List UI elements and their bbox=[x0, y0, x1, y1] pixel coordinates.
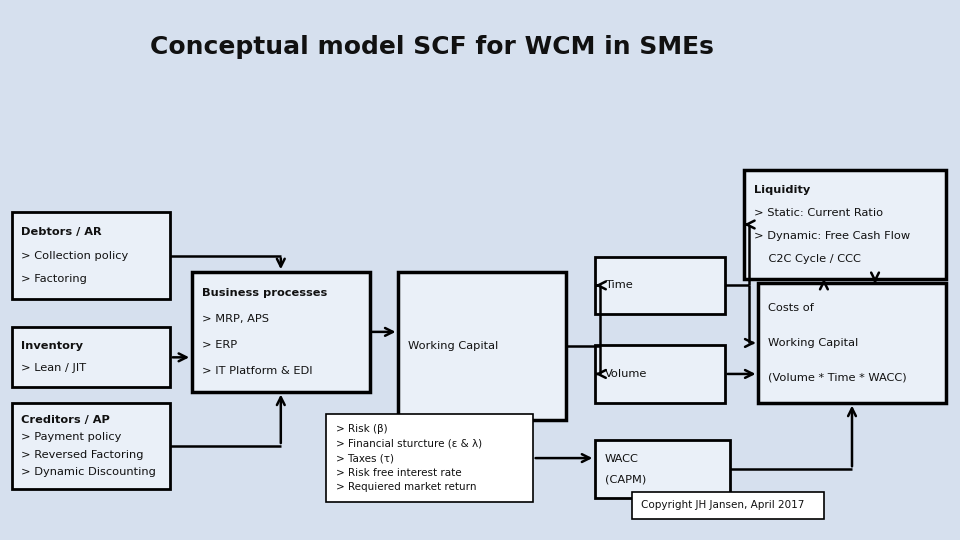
Text: Business processes: Business processes bbox=[202, 288, 326, 298]
Text: > Dynamic Discounting: > Dynamic Discounting bbox=[21, 467, 156, 477]
Bar bbox=[744, 170, 946, 279]
Text: > Payment policy: > Payment policy bbox=[21, 432, 122, 442]
Bar bbox=[632, 492, 824, 519]
Text: > MRP, APS: > MRP, APS bbox=[202, 314, 269, 324]
Text: Copyright JH Jansen, April 2017: Copyright JH Jansen, April 2017 bbox=[641, 501, 804, 510]
Text: WACC: WACC bbox=[605, 454, 638, 464]
Bar bbox=[595, 345, 725, 403]
Bar bbox=[398, 272, 566, 421]
Text: Working Capital: Working Capital bbox=[768, 338, 858, 348]
Bar bbox=[192, 272, 370, 392]
Text: C2C Cycle / CCC: C2C Cycle / CCC bbox=[754, 254, 860, 264]
Text: Inventory: Inventory bbox=[21, 341, 84, 352]
Text: > Financial sturcture (ε & λ): > Financial sturcture (ε & λ) bbox=[336, 438, 482, 449]
Text: > ERP: > ERP bbox=[202, 340, 237, 350]
Bar bbox=[758, 283, 946, 403]
Text: > Collection policy: > Collection policy bbox=[21, 251, 129, 260]
Text: Working Capital: Working Capital bbox=[408, 341, 498, 352]
Text: > Risk (β): > Risk (β) bbox=[336, 424, 388, 434]
Bar bbox=[326, 414, 533, 502]
Text: Debtors / AR: Debtors / AR bbox=[21, 227, 102, 237]
Bar bbox=[12, 212, 170, 299]
Text: Volume: Volume bbox=[605, 369, 647, 379]
Text: > Taxes (τ): > Taxes (τ) bbox=[336, 453, 394, 463]
Text: > Reversed Factoring: > Reversed Factoring bbox=[21, 450, 144, 460]
Text: > Lean / JIT: > Lean / JIT bbox=[21, 363, 86, 373]
Bar bbox=[595, 441, 730, 498]
Bar bbox=[12, 403, 170, 489]
Bar bbox=[12, 327, 170, 387]
Text: > IT Platform & EDI: > IT Platform & EDI bbox=[202, 366, 312, 376]
Text: > Risk free interest rate: > Risk free interest rate bbox=[336, 468, 462, 477]
Text: > Dynamic: Free Cash Flow: > Dynamic: Free Cash Flow bbox=[754, 231, 910, 241]
Text: Conceptual model SCF for WCM in SMEs: Conceptual model SCF for WCM in SMEs bbox=[150, 35, 714, 59]
Bar bbox=[595, 256, 725, 314]
Text: > Factoring: > Factoring bbox=[21, 274, 87, 284]
Text: Creditors / AP: Creditors / AP bbox=[21, 415, 110, 424]
Text: (Volume * Time * WACC): (Volume * Time * WACC) bbox=[768, 373, 906, 382]
Text: > Static: Current Ratio: > Static: Current Ratio bbox=[754, 208, 883, 218]
Text: > Requiered market return: > Requiered market return bbox=[336, 482, 476, 492]
Text: Time: Time bbox=[605, 280, 633, 291]
Text: (CAPM): (CAPM) bbox=[605, 475, 646, 484]
Text: Liquidity: Liquidity bbox=[754, 185, 810, 195]
Text: Costs of: Costs of bbox=[768, 303, 814, 313]
